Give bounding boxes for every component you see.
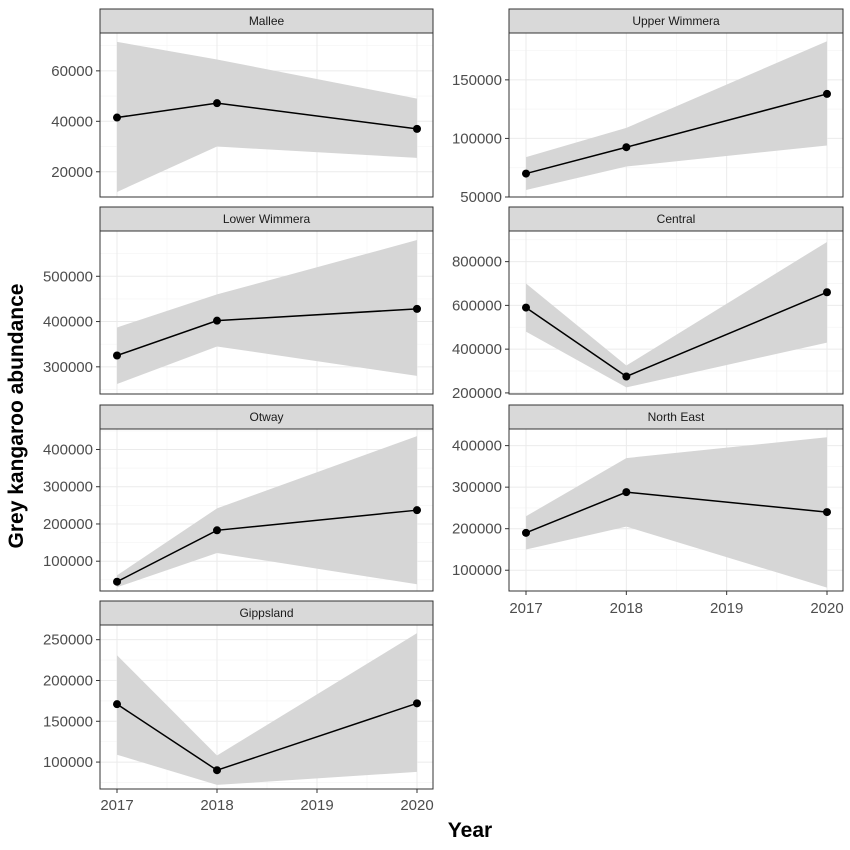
data-point xyxy=(113,700,121,709)
x-tick-label: 2019 xyxy=(300,797,333,814)
y-tick-label: 200000 xyxy=(452,521,502,538)
strip xyxy=(99,206,434,232)
panel-border xyxy=(99,32,434,198)
panel-title: Upper Wimmera xyxy=(632,14,720,28)
x-tick-label: 2019 xyxy=(710,600,743,617)
y-tick-label: 400000 xyxy=(43,441,93,458)
strip xyxy=(508,206,844,232)
y-tick-label: 250000 xyxy=(43,632,93,649)
data-point xyxy=(113,113,121,122)
x-tick-label: 2017 xyxy=(509,600,542,617)
data-point xyxy=(413,699,421,708)
confidence-ribbon xyxy=(117,436,417,588)
panel-title: Gippsland xyxy=(239,606,293,620)
data-point xyxy=(823,508,831,517)
panel-central: Central 200000 400000 600000 800000 xyxy=(452,206,844,402)
y-tick-label: 200000 xyxy=(43,516,93,533)
y-tick-label: 20000 xyxy=(51,164,93,181)
panel-border xyxy=(508,32,844,198)
panel-border xyxy=(99,624,434,790)
y-tick-label: 150000 xyxy=(452,72,502,89)
data-point xyxy=(213,526,221,535)
y-tick-label: 400000 xyxy=(43,314,93,331)
data-point xyxy=(823,89,831,98)
y-tick-label: 400000 xyxy=(452,341,502,358)
data-point xyxy=(213,316,221,325)
strip xyxy=(99,8,434,34)
data-point xyxy=(522,528,530,537)
panel-title: Lower Wimmera xyxy=(223,212,311,226)
panel-border xyxy=(508,428,844,592)
confidence-ribbon xyxy=(117,633,417,785)
panel-lower-wimmera: Lower Wimmera 300000 400000 500000 xyxy=(43,206,434,395)
data-point xyxy=(522,169,530,178)
panel-gippsland: Gippsland 100000 150000 200000 250000 2017 201… xyxy=(43,600,434,814)
panel-border xyxy=(99,230,434,395)
panel-title: Mallee xyxy=(249,14,285,28)
confidence-ribbon xyxy=(526,241,827,388)
panel-otway: Otway 100000 200000 300000 400000 xyxy=(43,404,434,592)
y-tick-label: 60000 xyxy=(51,63,93,80)
data-point xyxy=(213,99,221,108)
panels-layer: Mallee 20000 40000 60000 Upper Wimmera 50000 1… xyxy=(43,8,844,814)
y-tick-label: 100000 xyxy=(43,553,93,570)
y-tick-label: 150000 xyxy=(43,713,93,730)
y-tick-label: 50000 xyxy=(460,189,502,206)
x-tick-label: 2017 xyxy=(100,797,133,814)
strip xyxy=(99,600,434,626)
panel-border xyxy=(508,230,844,395)
y-tick-label: 500000 xyxy=(43,268,93,285)
y-tick-label: 400000 xyxy=(452,438,502,455)
strip xyxy=(99,404,434,430)
panel-border xyxy=(99,428,434,592)
x-tick-label: 2020 xyxy=(400,797,433,814)
y-tick-label: 600000 xyxy=(452,297,502,314)
data-point xyxy=(622,488,631,497)
confidence-ribbon xyxy=(526,437,827,588)
confidence-ribbon xyxy=(117,41,417,192)
confidence-ribbon xyxy=(117,240,417,385)
panel-mallee: Mallee 20000 40000 60000 xyxy=(51,8,434,198)
y-tick-label: 800000 xyxy=(452,254,502,271)
data-point xyxy=(413,124,421,133)
y-tick-label: 300000 xyxy=(43,359,93,376)
x-axis-title: Year xyxy=(448,819,492,842)
data-point xyxy=(622,372,631,381)
x-tick-label: 2018 xyxy=(610,600,643,617)
strip xyxy=(508,8,844,34)
y-tick-label: 200000 xyxy=(452,385,502,402)
y-tick-label: 40000 xyxy=(51,113,93,130)
x-tick-label: 2020 xyxy=(810,600,843,617)
y-tick-label: 300000 xyxy=(452,479,502,496)
panel-title: North East xyxy=(648,410,705,424)
panel-upper-wimmera: Upper Wimmera 50000 100000 150000 xyxy=(452,8,844,206)
data-point xyxy=(413,506,421,515)
data-point xyxy=(823,288,831,297)
panel-title: Central xyxy=(657,212,696,226)
confidence-ribbon xyxy=(526,41,827,190)
y-tick-label: 200000 xyxy=(43,672,93,689)
panel-title: Otway xyxy=(249,410,283,424)
data-point xyxy=(522,303,530,312)
y-axis-title: Grey kangaroo abundance xyxy=(5,284,28,549)
data-point xyxy=(622,143,631,152)
y-tick-label: 100000 xyxy=(452,562,502,579)
y-tick-label: 100000 xyxy=(43,754,93,771)
data-point xyxy=(213,766,221,775)
data-point xyxy=(113,351,121,360)
data-point xyxy=(113,577,121,586)
panel-north-east: North East 100000 200000 300000 400000 2017 20… xyxy=(452,404,844,617)
y-tick-label: 100000 xyxy=(452,130,502,147)
x-tick-label: 2018 xyxy=(200,797,233,814)
y-tick-label: 300000 xyxy=(43,479,93,496)
data-point xyxy=(413,304,421,313)
